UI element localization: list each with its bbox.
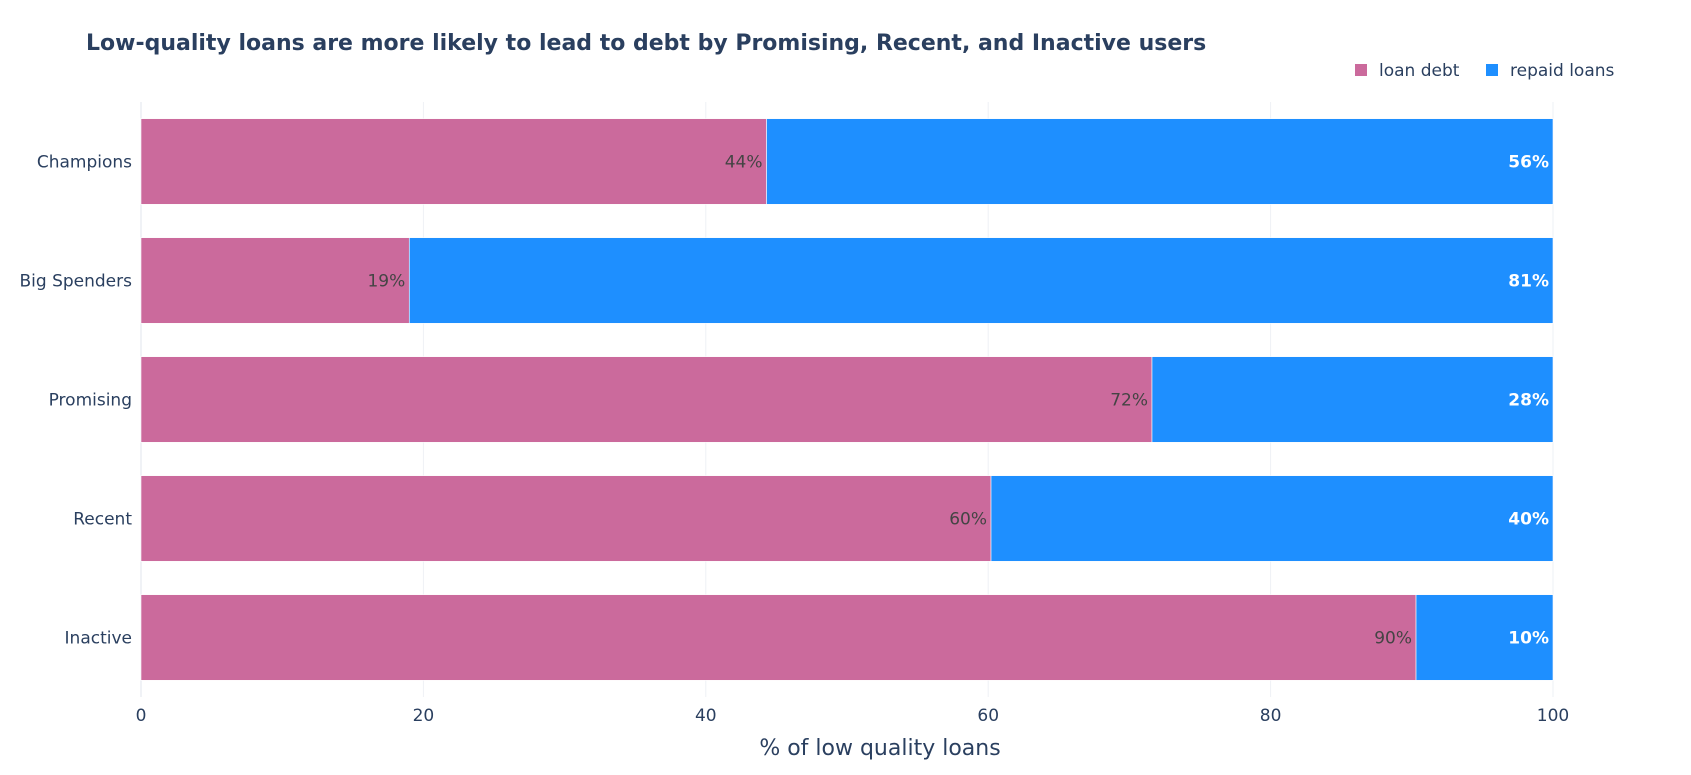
bar-repaid-loans-champions xyxy=(766,118,1554,205)
legend-swatch xyxy=(1486,64,1498,76)
x-tick-label: 0 xyxy=(136,706,147,726)
y-tick-label: Inactive xyxy=(65,629,132,649)
data-label: 56% xyxy=(1508,153,1549,173)
bar-repaid-loans-inactive xyxy=(1415,594,1554,681)
bar-loan-debt-inactive xyxy=(140,594,1417,681)
x-tick-label: 20 xyxy=(413,706,435,726)
x-tick-label: 60 xyxy=(977,706,999,726)
x-tick-label: 100 xyxy=(1537,706,1569,726)
legend-swatch xyxy=(1355,64,1367,76)
legend: loan debt repaid loans xyxy=(1355,61,1615,81)
bar-loan-debt-champions xyxy=(140,118,767,205)
bar-loan-debt-big-spenders xyxy=(140,237,410,324)
y-axis: Champions Big Spenders Promising Recent Inac… xyxy=(20,153,133,649)
bars: 44% 56% 19% 81% 72% 28% 60% 40% 90% 10% xyxy=(140,118,1554,681)
legend-label: loan debt xyxy=(1379,61,1460,81)
x-tick-label: 80 xyxy=(1260,706,1282,726)
data-label: 19% xyxy=(367,272,405,292)
x-axis: 0 20 40 60 80 100 xyxy=(136,706,1570,726)
x-axis-title: % of low quality loans xyxy=(759,736,1000,761)
data-label: 44% xyxy=(725,153,763,173)
data-label: 10% xyxy=(1508,629,1549,649)
chart-title: Low-quality loans are more likely to lea… xyxy=(86,31,1206,56)
data-label: 72% xyxy=(1110,391,1148,411)
data-label: 60% xyxy=(949,510,987,530)
y-tick-label: Big Spenders xyxy=(20,272,133,292)
bar-loan-debt-promising xyxy=(140,356,1153,443)
bar-repaid-loans-big-spenders xyxy=(408,237,1554,324)
bar-repaid-loans-recent xyxy=(990,475,1554,562)
bar-loan-debt-recent xyxy=(140,475,992,562)
y-tick-label: Champions xyxy=(37,153,132,173)
x-tick-label: 40 xyxy=(695,706,717,726)
y-tick-label: Recent xyxy=(73,510,132,530)
y-tick-label: Promising xyxy=(49,391,132,411)
data-label: 81% xyxy=(1508,272,1549,292)
data-label: 28% xyxy=(1508,391,1549,411)
legend-label: repaid loans xyxy=(1510,61,1615,81)
bar-repaid-loans-promising xyxy=(1151,356,1554,443)
data-label: 90% xyxy=(1374,629,1412,649)
data-label: 40% xyxy=(1508,510,1549,530)
